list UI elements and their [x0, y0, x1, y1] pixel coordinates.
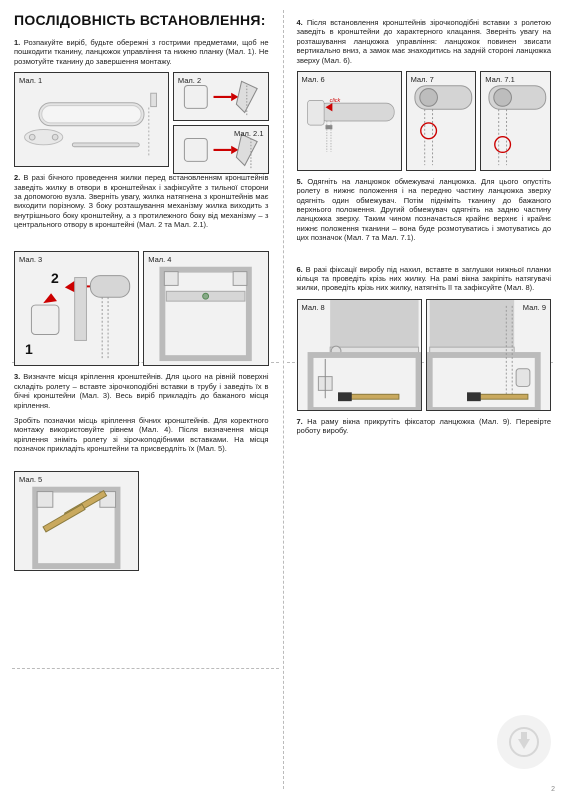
- page-number: 2: [551, 786, 555, 793]
- figure-9: Мал. 9: [426, 299, 551, 411]
- figure-7-label: Мал. 7: [411, 75, 434, 84]
- figure-4-label: Мал. 4: [148, 255, 171, 264]
- step-5-text: 5. Одягніть на ланцюжок обмежувачі ланцю…: [297, 177, 552, 243]
- figure-8: Мал. 8: [297, 299, 422, 411]
- figure-2: Мал. 2: [173, 72, 269, 121]
- step-3-text: 3. Визначте місця кріплення кронштейнів.…: [14, 372, 269, 410]
- left-column: ПОСЛІДОВНІСТЬ ВСТАНОВЛЕННЯ: 1. Розпакуйт…: [0, 0, 283, 799]
- figure-7: Мал. 7: [406, 71, 477, 171]
- figure-1-label: Мал. 1: [19, 76, 42, 85]
- step-1-text: 1. Розпакуйте виріб, будьте обережні з г…: [14, 38, 269, 66]
- step-3b-text: Зробіть позначки місць кріплення бічних …: [14, 416, 269, 454]
- watermark-icon: [497, 715, 551, 769]
- page-title: ПОСЛІДОВНІСТЬ ВСТАНОВЛЕННЯ:: [14, 12, 269, 28]
- figure-8-label: Мал. 8: [302, 303, 325, 312]
- right-column: 4. Після встановлення кронштейнів зірочк…: [283, 0, 565, 799]
- figure-3: Мал. 3 1 2: [14, 251, 139, 366]
- figure-2-1-label: Мал. 2.1: [234, 129, 263, 138]
- figure-5: Мал. 5: [14, 471, 139, 571]
- step-2-text: 2. В разі бічного проведення жилки перед…: [14, 173, 269, 229]
- figure-2-label: Мал. 2: [178, 76, 201, 85]
- figure-7-1-label: Мал. 7.1: [485, 75, 514, 84]
- figure-9-label: Мал. 9: [523, 303, 546, 312]
- figure-6: Мал. 6 click: [297, 71, 402, 171]
- figure-7-1: Мал. 7.1: [480, 71, 551, 171]
- step-4-text: 4. Після встановлення кронштейнів зірочк…: [297, 18, 552, 65]
- step-7-text: 7. На раму вікна прикрутіть фіксатор лан…: [297, 417, 552, 436]
- figure-4: Мал. 4: [143, 251, 268, 366]
- figure-6-label: Мал. 6: [302, 75, 325, 84]
- figure-2-1: Мал. 2.1: [173, 125, 269, 174]
- badge-2: 2: [51, 270, 59, 286]
- figure-5-label: Мал. 5: [19, 475, 42, 484]
- figure-1: Мал. 1: [14, 72, 169, 167]
- figure-3-label: Мал. 3: [19, 255, 42, 264]
- badge-1: 1: [25, 341, 33, 357]
- step-6-text: 6. В разі фіксації виробу під нахил, вст…: [297, 265, 552, 293]
- svg-text:click: click: [329, 98, 340, 104]
